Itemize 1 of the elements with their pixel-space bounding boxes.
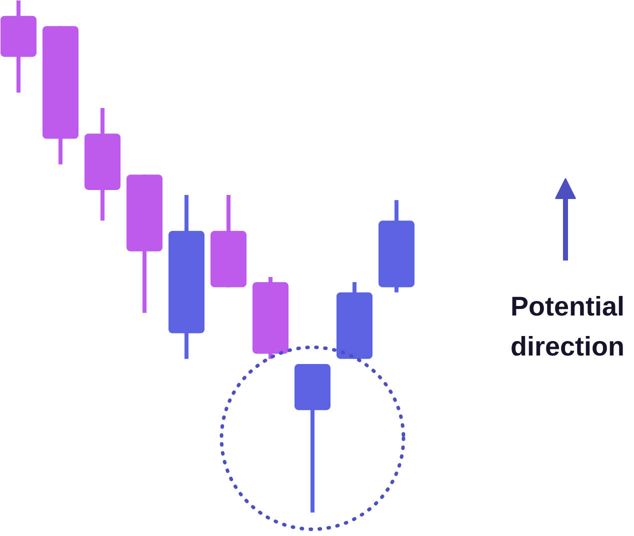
text: Potential direction xyxy=(510,292,625,362)
